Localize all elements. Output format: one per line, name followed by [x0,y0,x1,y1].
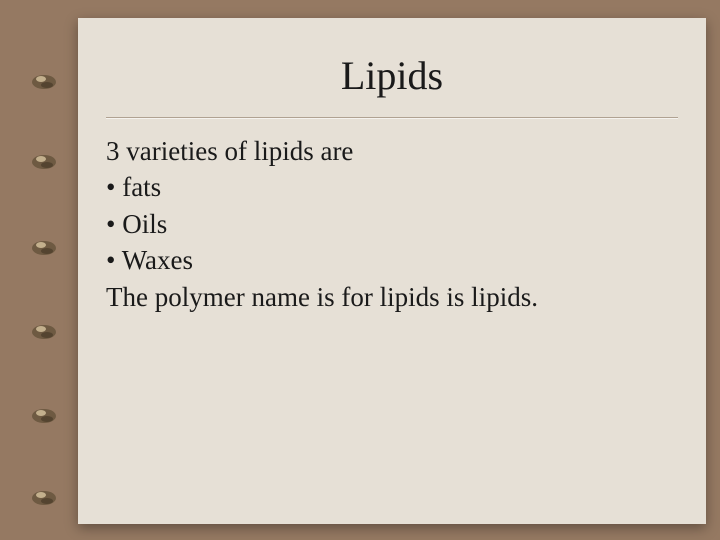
bullet-item: • Waxes [106,242,678,278]
slide-panel: Lipids 3 varieties of lipids are • fats … [78,18,706,524]
margin-dot-icon [28,322,62,342]
bullet-label: Waxes [122,245,193,275]
bullet-item: • Oils [106,206,678,242]
margin-dot-icon [28,238,62,258]
margin-dot-icon [28,72,62,92]
slide-title: Lipids [78,18,706,117]
slide-content: 3 varieties of lipids are • fats • Oils … [78,119,706,315]
bullet-label: Oils [122,209,167,239]
intro-text: 3 varieties of lipids are [106,133,678,169]
margin-dot-icon [28,488,62,508]
footer-text: The polymer name is for lipids is lipids… [106,279,678,315]
margin-dot-icon [28,406,62,426]
bullet-label: fats [122,172,161,202]
bullet-item: • fats [106,169,678,205]
margin-dot-icon [28,152,62,172]
